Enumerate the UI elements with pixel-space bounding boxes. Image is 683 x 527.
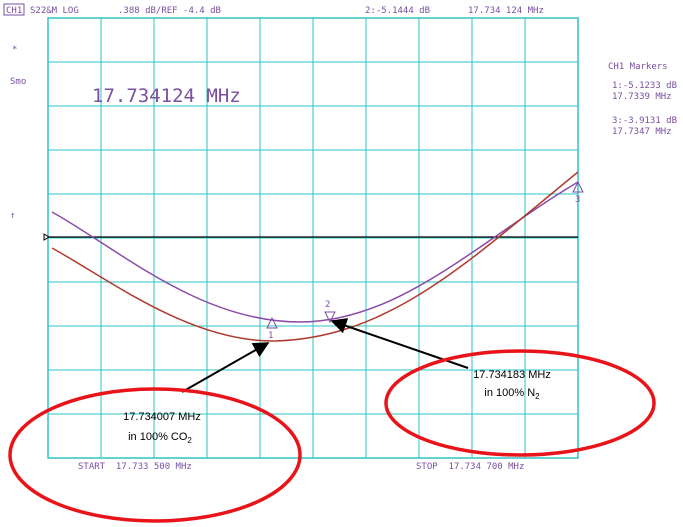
smoothing: Smo	[10, 77, 26, 87]
annotation-text: in 100% N	[484, 387, 535, 399]
channel-box	[3, 3, 25, 16]
trace-n2	[51, 181, 579, 323]
annotation-freq: 17.734007 MHz	[123, 411, 201, 423]
trace-co2	[51, 171, 579, 342]
marker-2	[324, 311, 336, 324]
channel: CH1	[6, 6, 22, 16]
marker-1-value: 1:-5.1233 dB	[612, 81, 677, 91]
marker-label: 1	[268, 331, 273, 341]
arrow-n2	[330, 318, 469, 369]
arrow-co2	[181, 342, 270, 393]
star: *	[12, 45, 17, 55]
marker-1	[266, 316, 278, 329]
marker-label: 3	[575, 195, 580, 205]
stop: STOP 17.734 700 MHz	[416, 462, 524, 472]
marker-freq: 17.734 124 MHz	[468, 6, 544, 16]
markers-title: CH1 Markers	[608, 62, 668, 72]
annotation-gas: in 100% CO2	[128, 431, 192, 445]
highlight-n2	[384, 349, 656, 457]
annotation-sub: 2	[187, 436, 192, 445]
grid	[48, 18, 578, 458]
marker-3-freq: 17.7347 MHz	[612, 127, 672, 137]
format: S22&M LOG	[30, 6, 79, 16]
big-readout: 17.734124 MHz	[92, 85, 241, 107]
marker-3-value: 3:-3.9131 dB	[612, 116, 677, 126]
arrow: ↑	[10, 211, 15, 221]
marker-value: 2:-5.1444 dB	[365, 6, 430, 16]
annotation-sub: 2	[535, 392, 540, 401]
marker-1-freq: 17.7339 MHz	[612, 92, 672, 102]
annotation-gas: in 100% N2	[484, 387, 540, 401]
start: START 17.733 500 MHz	[78, 462, 192, 472]
scale: .388 dB/REF -4.4 dB	[118, 6, 221, 16]
marker-3	[572, 180, 584, 193]
marker-label: 2	[325, 300, 330, 310]
annotation-freq: 17.734183 MHz	[473, 369, 551, 381]
reference-marker	[43, 233, 50, 241]
annotation-text: in 100% CO	[128, 431, 188, 443]
highlight-co2	[8, 387, 302, 523]
